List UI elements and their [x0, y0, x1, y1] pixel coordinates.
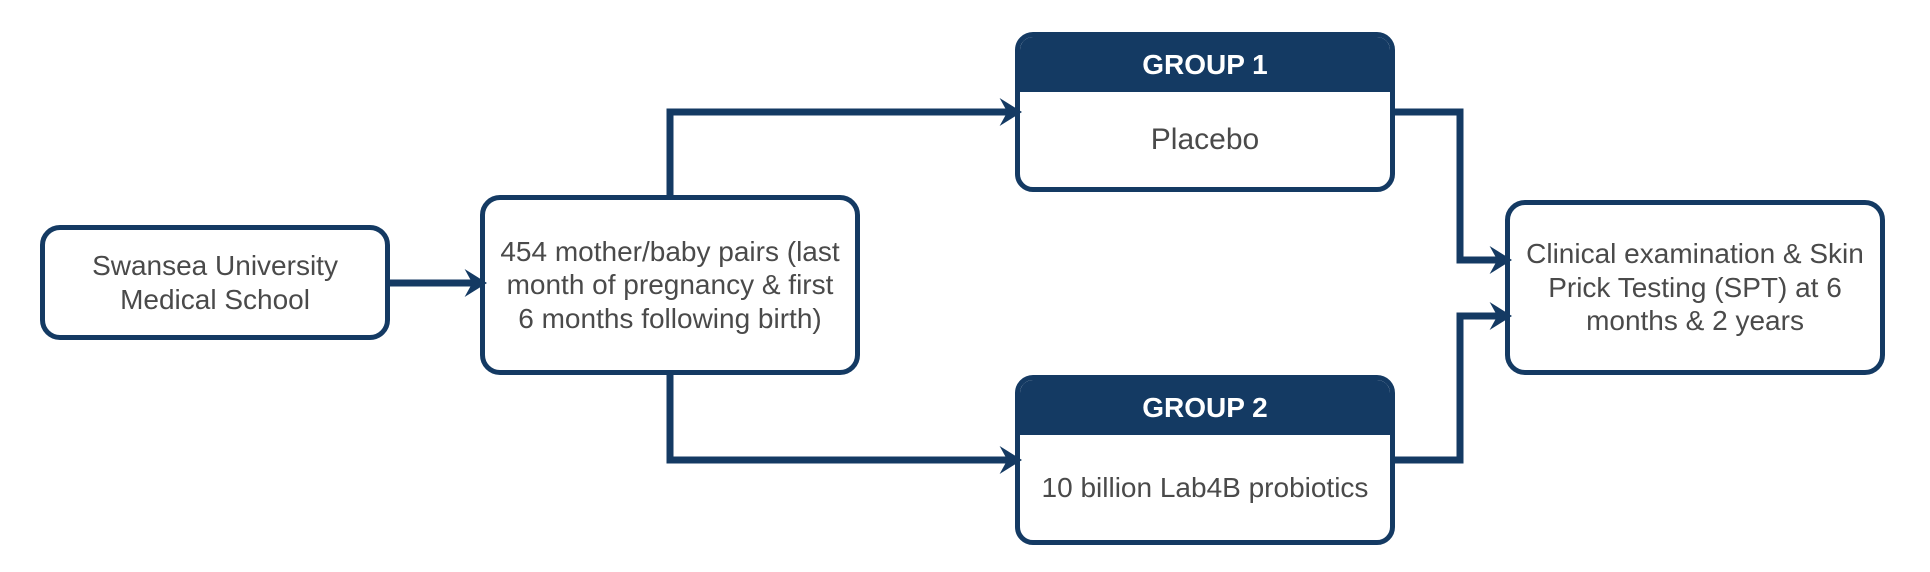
group-1-box: GROUP 1 Placebo: [1015, 32, 1395, 192]
group-body-label: 10 billion Lab4B probiotics: [1042, 471, 1369, 505]
node-clinical-examination: Clinical examination & Skin Prick Testin…: [1505, 200, 1885, 375]
edge-e3: [670, 375, 1015, 460]
edge-e5: [1395, 316, 1505, 460]
node-swansea-university: Swansea University Medical School: [40, 225, 390, 340]
node-mother-baby-pairs: 454 mother/baby pairs (last month of pre…: [480, 195, 860, 375]
group-header-label: GROUP 2: [1142, 392, 1268, 424]
node-label: Clinical examination & Skin Prick Testin…: [1510, 237, 1880, 338]
node-label: 454 mother/baby pairs (last month of pre…: [485, 235, 855, 336]
group-header-label: GROUP 1: [1142, 49, 1268, 81]
edge-e4: [1395, 112, 1505, 260]
node-label: Swansea University Medical School: [45, 249, 385, 316]
group-body: 10 billion Lab4B probiotics: [1020, 435, 1390, 540]
group-2-box: GROUP 2 10 billion Lab4B probiotics: [1015, 375, 1395, 545]
diagram-canvas: { "style": { "border_color": "#143a63", …: [0, 0, 1930, 572]
group-header: GROUP 2: [1020, 380, 1390, 435]
group-body-label: Placebo: [1151, 122, 1259, 158]
group-body: Placebo: [1020, 92, 1390, 187]
group-header: GROUP 1: [1020, 37, 1390, 92]
edge-e2: [670, 112, 1015, 195]
